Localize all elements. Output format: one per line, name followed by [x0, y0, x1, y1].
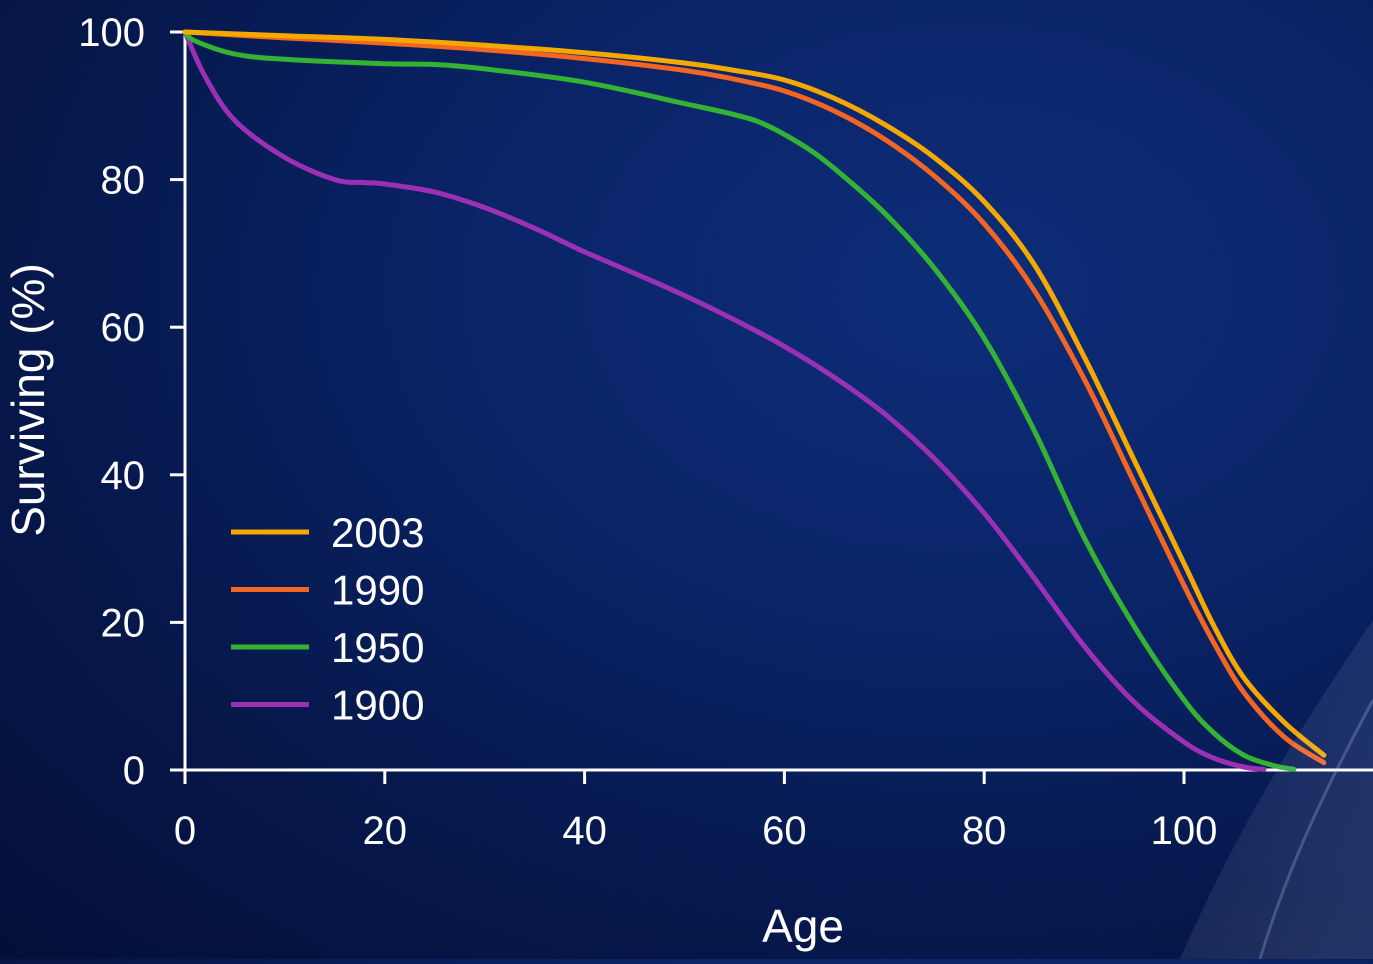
legend-label-1900: 1900 [331, 682, 424, 729]
x-axis-label: Age [762, 900, 844, 952]
legend-label-1990: 1990 [331, 567, 424, 614]
legend: 2003 1990 1950 1900 [231, 509, 424, 729]
series-line-1950 [182, 29, 1297, 772]
axes: 0 20 40 60 80 100 0 20 40 60 80 100 [78, 11, 1373, 853]
y-axis-label: Surviving (%) [2, 263, 54, 537]
x-tick-label: 40 [562, 809, 607, 853]
x-tick-label: 20 [363, 809, 408, 853]
x-tick-label: 0 [174, 809, 196, 853]
y-tick-label: 40 [101, 454, 146, 498]
y-tick-label: 100 [78, 11, 145, 55]
legend-label-2003: 2003 [331, 509, 424, 556]
x-tick-label: 80 [962, 809, 1007, 853]
x-tick-label: 100 [1151, 809, 1218, 853]
y-tick-label: 60 [101, 306, 146, 350]
y-tick-label: 20 [101, 601, 146, 645]
series-line-1900 [182, 29, 1267, 772]
x-tick-label: 60 [762, 809, 807, 853]
series-line-2003 [182, 29, 1327, 758]
legend-label-1950: 1950 [331, 624, 424, 671]
series-line-1990 [182, 29, 1327, 766]
y-tick-label: 80 [101, 159, 146, 203]
series-layer [182, 29, 1327, 772]
y-tick-label: 0 [123, 749, 145, 793]
